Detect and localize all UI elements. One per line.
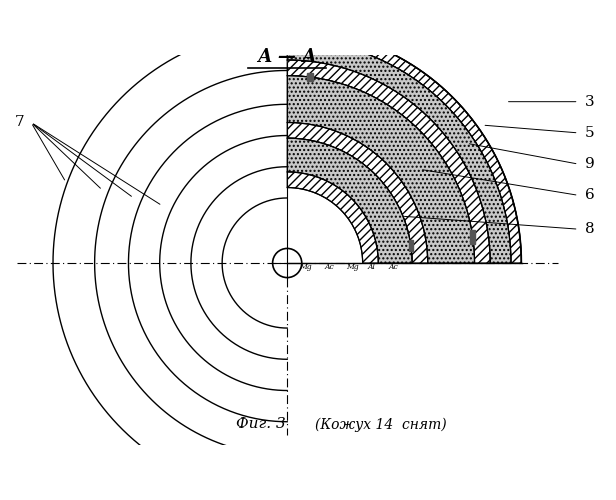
Wedge shape: [287, 29, 521, 263]
Bar: [409, 240, 413, 252]
Bar: [311, 36, 318, 46]
Text: Фиг. 3: Фиг. 3: [237, 418, 286, 432]
Bar: [470, 230, 476, 244]
Text: Ac: Ac: [389, 263, 399, 271]
Text: 6: 6: [585, 188, 594, 202]
Bar: [307, 73, 312, 81]
Text: Mg: Mg: [346, 263, 359, 271]
Wedge shape: [287, 39, 511, 263]
Text: 5: 5: [585, 126, 594, 140]
Text: А — А: А — А: [257, 48, 317, 66]
Text: 8: 8: [585, 222, 594, 236]
Wedge shape: [287, 138, 412, 263]
Wedge shape: [287, 172, 378, 263]
Wedge shape: [287, 60, 490, 263]
Text: (Кожух 14  снят): (Кожух 14 снят): [315, 417, 447, 432]
Text: 9: 9: [585, 157, 594, 171]
Wedge shape: [287, 76, 474, 263]
Wedge shape: [287, 122, 428, 263]
Text: Al: Al: [368, 263, 376, 271]
Text: Mg: Mg: [299, 263, 312, 271]
Text: Ac: Ac: [325, 263, 334, 271]
Text: 3: 3: [585, 94, 594, 108]
Text: 7: 7: [15, 116, 25, 130]
